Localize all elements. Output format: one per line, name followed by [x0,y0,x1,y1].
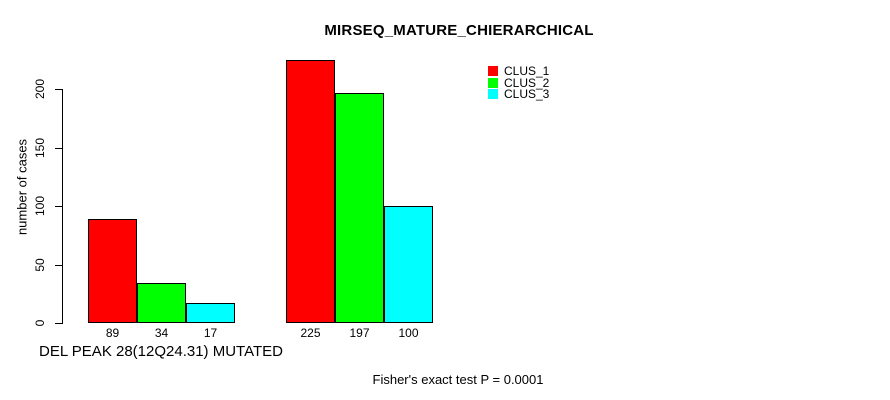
y-tick-label: 0 [33,319,47,327]
chart-title: MIRSEQ_MATURE_CHIERARCHICAL [324,22,594,39]
y-tick-label: 100 [33,195,47,217]
bar-clus_2 [335,93,384,323]
bar-value-label: 197 [349,326,370,340]
legend-item: CLUS_1 [488,64,550,78]
y-tick-mark [55,206,63,207]
y-axis-title: number of cases [14,138,30,236]
bar-clus_1 [88,219,137,323]
y-tick-mark [55,89,63,90]
legend-swatch-clus-1 [488,66,498,76]
y-tick-mark [55,148,63,149]
bar-value-label: 17 [203,326,218,340]
bar-value-label: 34 [154,326,169,340]
legend-swatch-clus-2 [488,77,498,88]
bar-value-label: 225 [300,326,321,340]
bar-clus_3 [384,206,433,323]
bar-value-label: 100 [398,326,419,340]
legend: CLUS_1 CLUS_2 CLUS_3 [488,64,550,101]
y-tick-mark [55,265,63,266]
bar-value-label: 89 [105,326,120,340]
legend-item: CLUS_3 [488,87,550,101]
legend-swatch-clus-3 [488,89,498,99]
legend-item: CLUS_2 [488,75,550,90]
bar-clus_1 [286,60,335,323]
bar-clus_3 [186,303,235,323]
bar-clus_2 [137,283,186,323]
y-tick-label: 150 [33,137,47,159]
footnote: Fisher's exact test P = 0.0001 [372,372,544,387]
legend-label: CLUS_2 [504,75,550,90]
y-tick-label: 50 [33,258,47,272]
y-tick-label: 200 [33,78,47,100]
y-tick-mark [55,323,63,324]
x-axis-title: DEL PEAK 28(12Q24.31) MUTATED [39,343,283,360]
legend-label: CLUS_1 [504,64,550,78]
legend-label: CLUS_3 [504,87,550,101]
